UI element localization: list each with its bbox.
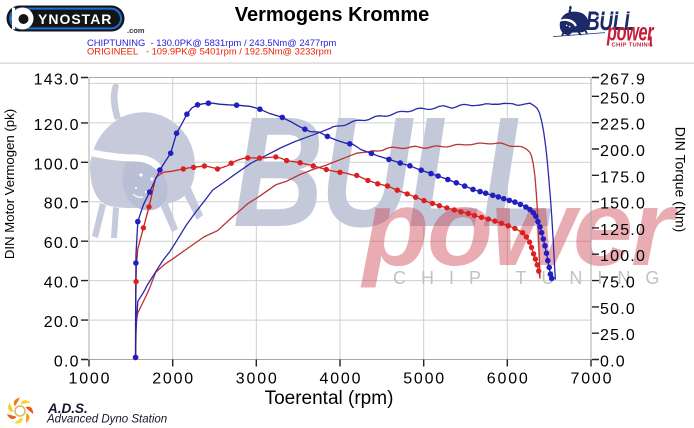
svg-text:267.9: 267.9 <box>600 72 646 89</box>
svg-text:100.0: 100.0 <box>600 248 646 265</box>
svg-text:225.0: 225.0 <box>600 117 646 134</box>
svg-text:DIN Motor Vermogen (pk): DIN Motor Vermogen (pk) <box>2 109 17 259</box>
svg-text:143.0: 143.0 <box>34 72 80 89</box>
svg-text:CHIPTUNING - 130.0PK@ 5831rpm: CHIPTUNING - 130.0PK@ 5831rpm / 243.5Nm@… <box>87 37 337 48</box>
svg-text:YNOSTAR: YNOSTAR <box>38 11 112 27</box>
svg-text:Advanced Dyno Station: Advanced Dyno Station <box>46 414 167 426</box>
svg-text:150.0: 150.0 <box>600 196 646 213</box>
svg-text:power: power <box>360 167 678 288</box>
svg-text:1000: 1000 <box>69 371 112 388</box>
svg-text:BULL: BULL <box>233 85 555 261</box>
svg-text:20.0: 20.0 <box>44 314 80 331</box>
svg-text:175.0: 175.0 <box>600 169 646 186</box>
svg-text:25.0: 25.0 <box>600 327 636 344</box>
svg-text:BULL: BULL <box>586 6 635 36</box>
svg-text:ORIGINEEL - 109.9PK@ 5401rpm: ORIGINEEL - 109.9PK@ 5401rpm / 192.5Nm@ … <box>87 45 332 56</box>
svg-text:A.D.S.: A.D.S. <box>47 401 88 416</box>
svg-text:75.0: 75.0 <box>600 275 636 292</box>
svg-text:50.0: 50.0 <box>600 301 636 318</box>
svg-text:Vermogens Kromme: Vermogens Kromme <box>235 4 430 26</box>
svg-text:4000: 4000 <box>320 371 363 388</box>
svg-text:DIN Torque (Nm): DIN Torque (Nm) <box>673 127 689 233</box>
svg-text:250.0: 250.0 <box>600 90 646 107</box>
svg-text:6000: 6000 <box>487 371 530 388</box>
svg-text:40.0: 40.0 <box>44 275 80 292</box>
svg-text:60.0: 60.0 <box>44 235 80 252</box>
svg-text:5000: 5000 <box>403 371 446 388</box>
svg-text:CHIP TUNING: CHIP TUNING <box>393 268 674 288</box>
svg-text:0.0: 0.0 <box>600 354 626 371</box>
svg-text:Toerental (rpm): Toerental (rpm) <box>265 388 394 409</box>
svg-text:125.0: 125.0 <box>600 222 646 239</box>
svg-text:120.0: 120.0 <box>34 117 80 134</box>
svg-text:100.0: 100.0 <box>34 156 80 173</box>
svg-text:CHIP TUNING: CHIP TUNING <box>612 42 654 48</box>
svg-text:power: power <box>606 19 655 46</box>
svg-text:80.0: 80.0 <box>44 196 80 213</box>
svg-text:2000: 2000 <box>152 371 195 388</box>
svg-text:3000: 3000 <box>236 371 279 388</box>
svg-text:7000: 7000 <box>571 371 614 388</box>
svg-text:0.0: 0.0 <box>54 354 80 371</box>
svg-text:200.0: 200.0 <box>600 143 646 160</box>
svg-text:.com: .com <box>127 26 145 35</box>
